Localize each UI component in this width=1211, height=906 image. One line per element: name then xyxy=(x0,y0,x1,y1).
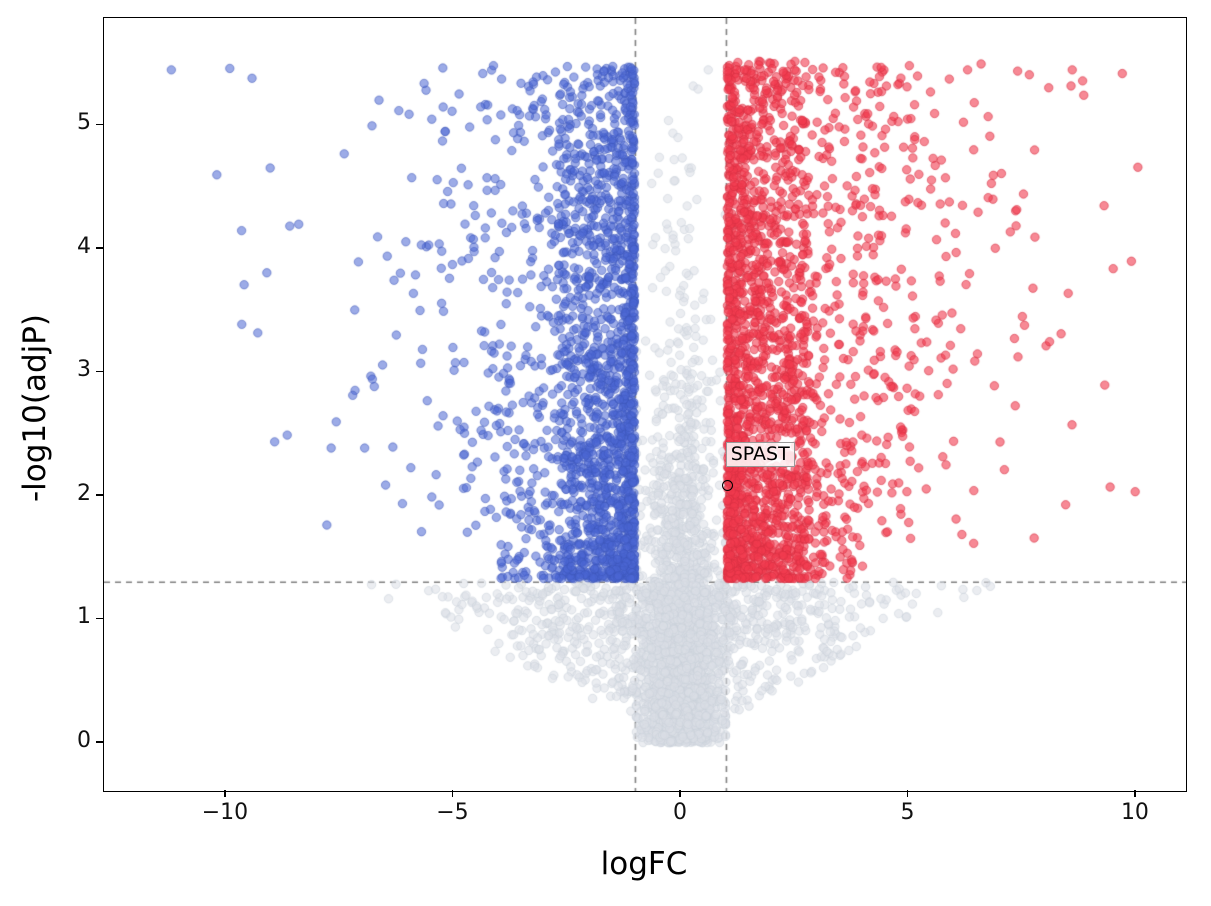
x-tick-mark xyxy=(906,790,909,797)
x-tick-label: −5 xyxy=(436,800,469,825)
y-tick-mark xyxy=(96,370,103,373)
spast-annotation-label: SPAST xyxy=(725,442,795,468)
x-tick-mark xyxy=(224,790,226,797)
spast-point-marker xyxy=(721,480,733,492)
y-tick-label: 4 xyxy=(77,233,91,259)
x-tick-mark xyxy=(679,790,681,797)
x-tick-mark xyxy=(1134,790,1136,797)
x-tick-label: 10 xyxy=(1120,800,1149,825)
x-tick-label: 0 xyxy=(672,800,687,825)
x-tick-label: −10 xyxy=(201,800,249,825)
y-tick-label: 2 xyxy=(77,480,91,506)
y-tick-label: 5 xyxy=(77,110,91,136)
y-tick-label: 0 xyxy=(77,727,91,753)
y-tick-mark xyxy=(96,247,103,249)
x-tick-mark xyxy=(451,790,454,797)
y-tick-mark xyxy=(96,494,103,496)
scatter-canvas xyxy=(104,18,1186,791)
y-axis-label: -log10(adjP) xyxy=(17,313,53,503)
plot-area xyxy=(103,17,1187,792)
y-tick-mark xyxy=(96,617,103,620)
x-axis-label: logFC xyxy=(600,846,688,882)
y-tick-mark xyxy=(96,123,103,126)
y-tick-label: 3 xyxy=(77,357,91,383)
y-tick-mark xyxy=(96,741,103,743)
x-tick-label: 5 xyxy=(900,800,915,825)
y-tick-label: 1 xyxy=(77,604,91,630)
